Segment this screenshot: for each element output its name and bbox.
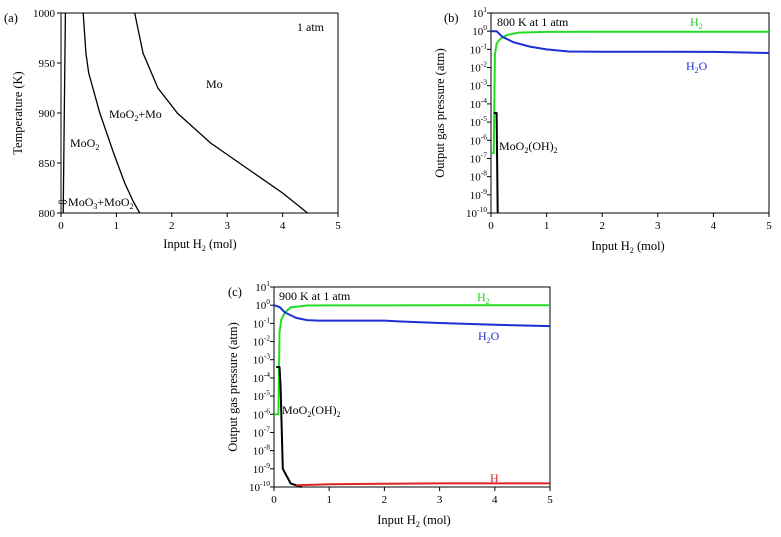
panel-a-x-tick-label: 5: [335, 220, 341, 232]
panel-a-boundaries: [62, 12, 308, 214]
panel-c-series-h2: [274, 304, 550, 416]
panel-b-frame: [490, 12, 770, 214]
panel-c-y-tick-label: 10-10: [249, 479, 270, 494]
panel-c-x-ticks: 0 1 2 3 4 5: [271, 487, 553, 506]
panel-c-series-moo2oh2: [276, 366, 302, 488]
panel-a-y-ticks: 800 850 900 950 1000: [33, 8, 61, 220]
panel-b-y-tick-label: 10-8: [470, 169, 487, 184]
panel-b-x-tick-label: 3: [655, 220, 661, 232]
panel-b-x-tick-label: 4: [711, 220, 717, 232]
panel-b-h2o-label: H2O: [686, 59, 708, 75]
panel-c-y-tick-label: 10-1: [253, 315, 270, 330]
panel-b-x-tick-label: 1: [544, 220, 550, 232]
panel-b-x-tick-label: 0: [488, 220, 494, 232]
panel-b-y-ticks: 101 100 10-1 10-2 10-3 10-4 10-5 10-6 10-7 10-8 10…: [466, 5, 491, 220]
panel-b-y-tick-label: 10-1: [470, 41, 487, 56]
panel-c-series: [273, 304, 551, 488]
panel-b-moo2oh2-label: MoO2(OH)2: [499, 139, 558, 155]
panel-b-x-ticks: 0 1 2 3 4 5: [488, 213, 772, 232]
panel-b-y-tick-label: 10-4: [470, 96, 487, 111]
panel-c-frame: [273, 286, 551, 488]
phase-boundary-2: [82, 12, 90, 74]
panel-a: (a) 0 1 2 3 4 5 800 850 900 950 1000 1 atm Mo MoO…: [4, 8, 341, 253]
panel-b-label: (b): [444, 11, 459, 25]
panel-c-x-tick-label: 1: [326, 494, 332, 506]
panel-b-y-axis-label: Output gas pressure (atm): [433, 48, 447, 177]
panel-b-title: 800 K at 1 atm: [497, 15, 569, 29]
panel-a-x-tick-label: 1: [114, 220, 120, 232]
panel-a-x-tick-label: 0: [58, 220, 64, 232]
panel-b-y-tick-label: 10-2: [470, 60, 487, 75]
panel-b-series: [491, 30, 770, 214]
panel-b-y-tick-label: 10-10: [466, 205, 487, 220]
panel-a-y-axis-label: Temperature (K): [11, 71, 25, 154]
panel-a-y-tick-label: 900: [39, 108, 56, 120]
panel-c-y-tick-label: 10-9: [253, 461, 270, 476]
panel-a-x-tick-label: 4: [280, 220, 286, 232]
panel-a-x-axis-label: Input H2 (mol): [163, 237, 236, 253]
panel-a-x-ticks: 0 1 2 3 4 5: [58, 213, 341, 232]
panel-b-y-tick-label: 101: [472, 5, 487, 20]
region-moo2-mo-label: MoO2+Mo: [109, 107, 162, 123]
panel-c-y-ticks: 101 100 10-1 10-2 10-3 10-4 10-5 10-6 10-7 10-8 10…: [249, 279, 274, 494]
panel-b-y-tick-label: 10-3: [470, 78, 487, 93]
phase-boundary-4: [134, 12, 308, 214]
panel-a-y-tick-label: 800: [39, 208, 56, 220]
panel-b-series-h2o: [491, 30, 770, 54]
panel-a-y-tick-label: 850: [39, 158, 56, 170]
panel-c-y-axis-label: Output gas pressure (atm): [226, 322, 240, 451]
panel-b-h2-label: H2: [690, 15, 703, 31]
panel-c-series-h2o: [273, 304, 551, 328]
panel-c-x-tick-label: 4: [492, 494, 498, 506]
panel-c-y-tick-label: 10-4: [253, 370, 270, 385]
panel-c-y-tick-label: 10-3: [253, 352, 270, 367]
panel-b-x-tick-label: 5: [766, 220, 772, 232]
panel-c-x-tick-label: 3: [437, 494, 443, 506]
panel-a-label: (a): [4, 11, 18, 25]
panel-c-y-tick-label: 10-6: [253, 406, 270, 421]
region-mo-label: Mo: [206, 77, 223, 91]
panel-c-y-tick-label: 100: [255, 297, 270, 312]
panel-b-y-tick-label: 10-9: [470, 187, 487, 202]
panel-b-x-axis-label: Input H2 (mol): [591, 239, 664, 255]
phase-boundary-1: [62, 12, 67, 214]
region-moo2-label: MoO2: [70, 136, 99, 152]
panel-c-series-h: [296, 482, 550, 487]
panel-c-moo2oh2-label: MoO2(OH)2: [282, 403, 341, 419]
panel-b-y-tick-label: 10-5: [470, 114, 487, 129]
panel-c-x-tick-label: 5: [547, 494, 553, 506]
panel-c-title: 900 K at 1 atm: [279, 289, 351, 303]
panel-b: (b) 0 1 2 3 4 5 101 100 10-1 10-2 10-3 10-4 10-5 10-…: [433, 5, 772, 255]
panel-a-y-tick-label: 950: [39, 58, 56, 70]
panel-c-x-tick-label: 0: [271, 494, 277, 506]
panel-c-h-label: H: [490, 471, 499, 485]
panel-c-y-tick-label: 10-7: [253, 424, 270, 439]
panel-c-x-axis-label: Input H2 (mol): [377, 513, 450, 529]
panel-c-label: (c): [228, 285, 242, 299]
panel-a-x-tick-label: 2: [169, 220, 175, 232]
panel-a-x-tick-label: 3: [224, 220, 230, 232]
panel-c-y-tick-label: 10-2: [253, 334, 270, 349]
panel-b-series-moo2oh2: [493, 112, 499, 214]
panel-c-y-tick-label: 101: [255, 279, 270, 294]
panel-c: (c) 0 1 2 3 4 5 101 100 10-1 10-2 10-3 10-4 10-5 10-…: [226, 279, 553, 529]
panel-c-x-tick-label: 2: [382, 494, 388, 506]
phase-boundary-3: [88, 72, 141, 214]
panel-b-y-tick-label: 100: [472, 23, 487, 38]
panel-c-y-tick-label: 10-8: [253, 443, 270, 458]
panel-b-y-tick-label: 10-6: [470, 132, 487, 147]
panel-a-pressure-label: 1 atm: [297, 20, 325, 34]
panel-a-frame: [60, 12, 339, 214]
region-moo3-moo2-label: ⇨MoO3+MoO2: [58, 195, 134, 211]
panel-b-y-tick-label: 10-7: [470, 150, 487, 165]
panel-c-y-tick-label: 10-5: [253, 388, 270, 403]
panel-b-x-tick-label: 2: [599, 220, 605, 232]
panel-c-h2-label: H2: [477, 290, 490, 306]
panel-c-h2o-label: H2O: [478, 329, 500, 345]
panel-a-y-tick-label: 1000: [33, 8, 56, 20]
panel-b-series-h2: [491, 30, 769, 154]
